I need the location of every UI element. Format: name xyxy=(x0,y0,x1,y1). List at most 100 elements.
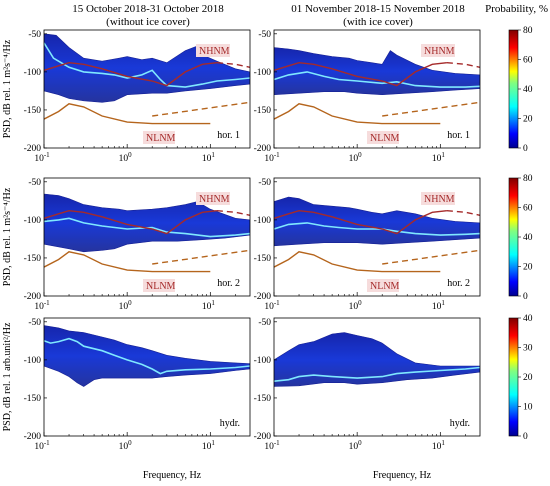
probability-band xyxy=(44,193,250,253)
ytick-label: -100 xyxy=(254,68,272,78)
ytick-label: -50 xyxy=(258,30,271,40)
xtick-label: 101 xyxy=(202,439,216,452)
colorbar-tick-label: 20 xyxy=(523,263,533,273)
colorbar-tick-label: 40 xyxy=(523,314,533,324)
nhnm-tag: NHNM xyxy=(424,194,455,205)
xlabel-right: Frequency, Hz xyxy=(373,470,432,481)
ylabel: PSD, dB rel. 1 m²s⁻⁴/Hz xyxy=(2,39,13,138)
nlnm-line xyxy=(44,251,211,273)
colorbar-tick-label: 60 xyxy=(523,204,533,214)
title-left-line1: 15 October 2018-31 October 2018 xyxy=(72,3,224,15)
nhnm-extension xyxy=(446,62,480,68)
nhnm-line xyxy=(274,209,447,235)
colorbar-gradient xyxy=(508,177,519,297)
mode-line xyxy=(274,71,480,88)
panel-frame xyxy=(43,177,251,297)
xtick-label: 101 xyxy=(432,299,446,312)
panel-frame xyxy=(43,29,251,149)
title-right-line1: 01 November 2018-15 November 2018 xyxy=(291,3,465,15)
ytick-label: -100 xyxy=(254,356,272,366)
mode-line xyxy=(274,366,480,382)
nlnm-tag-bg xyxy=(367,279,399,292)
title-right-line2: (with ice cover) xyxy=(343,16,413,28)
ylabel: PSD, dB rel. 1 arb.unit²/Hz xyxy=(2,322,13,431)
ytick-label: -150 xyxy=(24,394,42,404)
colorbar-tick-label: 80 xyxy=(523,174,533,184)
nlnm-extension xyxy=(382,101,480,117)
ytick-label: -200 xyxy=(24,292,42,302)
probability-band xyxy=(274,47,480,96)
probability-band xyxy=(44,325,250,387)
ytick-label: -150 xyxy=(24,254,42,264)
nhnm-line xyxy=(274,61,447,87)
panel-frame xyxy=(273,29,481,149)
ytick-label: -50 xyxy=(28,30,41,40)
probability-band xyxy=(274,332,480,387)
nhnm-tag-bg xyxy=(196,44,230,57)
nhnm-extension xyxy=(446,210,480,216)
ytick-label: -150 xyxy=(24,106,42,116)
xtick-label: 100 xyxy=(119,151,132,164)
nhnm-tag: NHNM xyxy=(199,46,230,57)
colorbar-tick-label: 0 xyxy=(523,144,528,154)
ytick-label: -100 xyxy=(24,68,42,78)
component-label: hor. 1 xyxy=(447,130,470,141)
ytick-label: -50 xyxy=(28,178,41,188)
panel-frame xyxy=(43,317,251,437)
ytick-label: -50 xyxy=(258,178,271,188)
colorbar-tick-label: 60 xyxy=(523,56,533,66)
colorbar-2: 0 10 20 30 40 xyxy=(508,314,533,442)
mode-line xyxy=(44,217,250,238)
nlnm-tag: NLNM xyxy=(146,133,176,144)
ytick-label: -150 xyxy=(254,106,272,116)
ytick-label: -150 xyxy=(254,254,272,264)
colorbar-tick-label: 80 xyxy=(523,26,533,36)
xtick-label: 101 xyxy=(432,151,446,164)
xtick-label: 100 xyxy=(119,439,132,452)
colorbar-tick-label: 40 xyxy=(523,233,533,243)
xtick-label: 101 xyxy=(202,151,216,164)
colorbar-0: 0 20 40 60 80 xyxy=(508,26,533,154)
mode-line xyxy=(274,222,480,236)
ytick-label: -100 xyxy=(24,356,42,366)
nlnm-line xyxy=(274,251,441,273)
nhnm-line xyxy=(44,209,217,235)
ytick-label: -200 xyxy=(254,292,272,302)
panel-plot-area xyxy=(274,196,480,273)
xlabel-left: Frequency, Hz xyxy=(143,470,202,481)
ytick-label: -150 xyxy=(254,394,272,404)
colorbar-tick-label: 0 xyxy=(523,432,528,442)
xtick-label: 100 xyxy=(349,299,363,312)
mode-line xyxy=(44,337,250,375)
panel-frame xyxy=(273,317,481,437)
nlnm-tag-bg xyxy=(143,279,175,292)
ytick-label: -200 xyxy=(254,144,272,154)
nhnm-tag: NHNM xyxy=(424,46,455,57)
nhnm-tag-bg xyxy=(196,192,230,205)
colorbar-tick-label: 10 xyxy=(523,403,533,413)
nlnm-extension xyxy=(152,101,250,117)
nhnm-line xyxy=(44,61,217,87)
nlnm-tag: NLNM xyxy=(146,281,176,292)
colorbar-1: 0 20 40 60 80 xyxy=(508,174,533,302)
nlnm-tag-bg xyxy=(367,131,399,144)
panel-frame xyxy=(273,177,481,297)
mode-line xyxy=(44,42,250,88)
ytick-label: -100 xyxy=(24,216,42,226)
nlnm-line xyxy=(44,103,211,125)
component-label: hydr. xyxy=(220,418,240,429)
panel-plot-area xyxy=(44,193,250,273)
ytick-label: -50 xyxy=(258,318,271,328)
component-label: hydr. xyxy=(450,418,470,429)
panel-plot-area xyxy=(274,332,480,387)
ytick-label: -200 xyxy=(24,144,42,154)
nlnm-extension xyxy=(382,249,480,265)
